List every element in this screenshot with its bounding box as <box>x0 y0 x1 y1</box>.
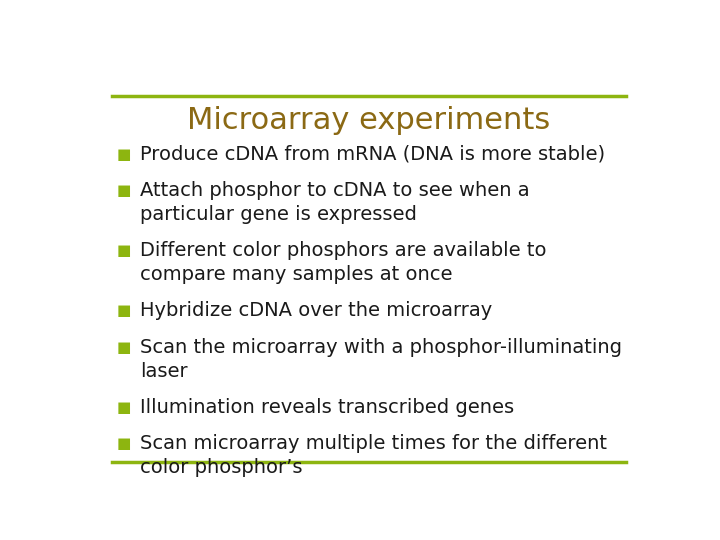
Text: Attach phosphor to cDNA to see when a: Attach phosphor to cDNA to see when a <box>140 181 530 200</box>
Text: ■: ■ <box>117 400 130 415</box>
Text: Illumination reveals transcribed genes: Illumination reveals transcribed genes <box>140 398 514 417</box>
Text: Microarray experiments: Microarray experiments <box>187 106 551 136</box>
Text: laser: laser <box>140 362 188 381</box>
Text: ■: ■ <box>117 147 130 161</box>
Text: ■: ■ <box>117 436 130 451</box>
Text: Scan the microarray with a phosphor-illuminating: Scan the microarray with a phosphor-illu… <box>140 338 622 356</box>
Text: particular gene is expressed: particular gene is expressed <box>140 205 417 224</box>
Text: Hybridize cDNA over the microarray: Hybridize cDNA over the microarray <box>140 301 492 320</box>
Text: Different color phosphors are available to: Different color phosphors are available … <box>140 241 546 260</box>
Text: ■: ■ <box>117 243 130 258</box>
Text: ■: ■ <box>117 183 130 198</box>
Text: Produce cDNA from mRNA (DNA is more stable): Produce cDNA from mRNA (DNA is more stab… <box>140 145 606 164</box>
Text: Scan microarray multiple times for the different: Scan microarray multiple times for the d… <box>140 434 607 453</box>
Text: ■: ■ <box>117 303 130 319</box>
Text: color phosphor’s: color phosphor’s <box>140 458 302 477</box>
Text: compare many samples at once: compare many samples at once <box>140 265 453 284</box>
Text: ■: ■ <box>117 340 130 355</box>
